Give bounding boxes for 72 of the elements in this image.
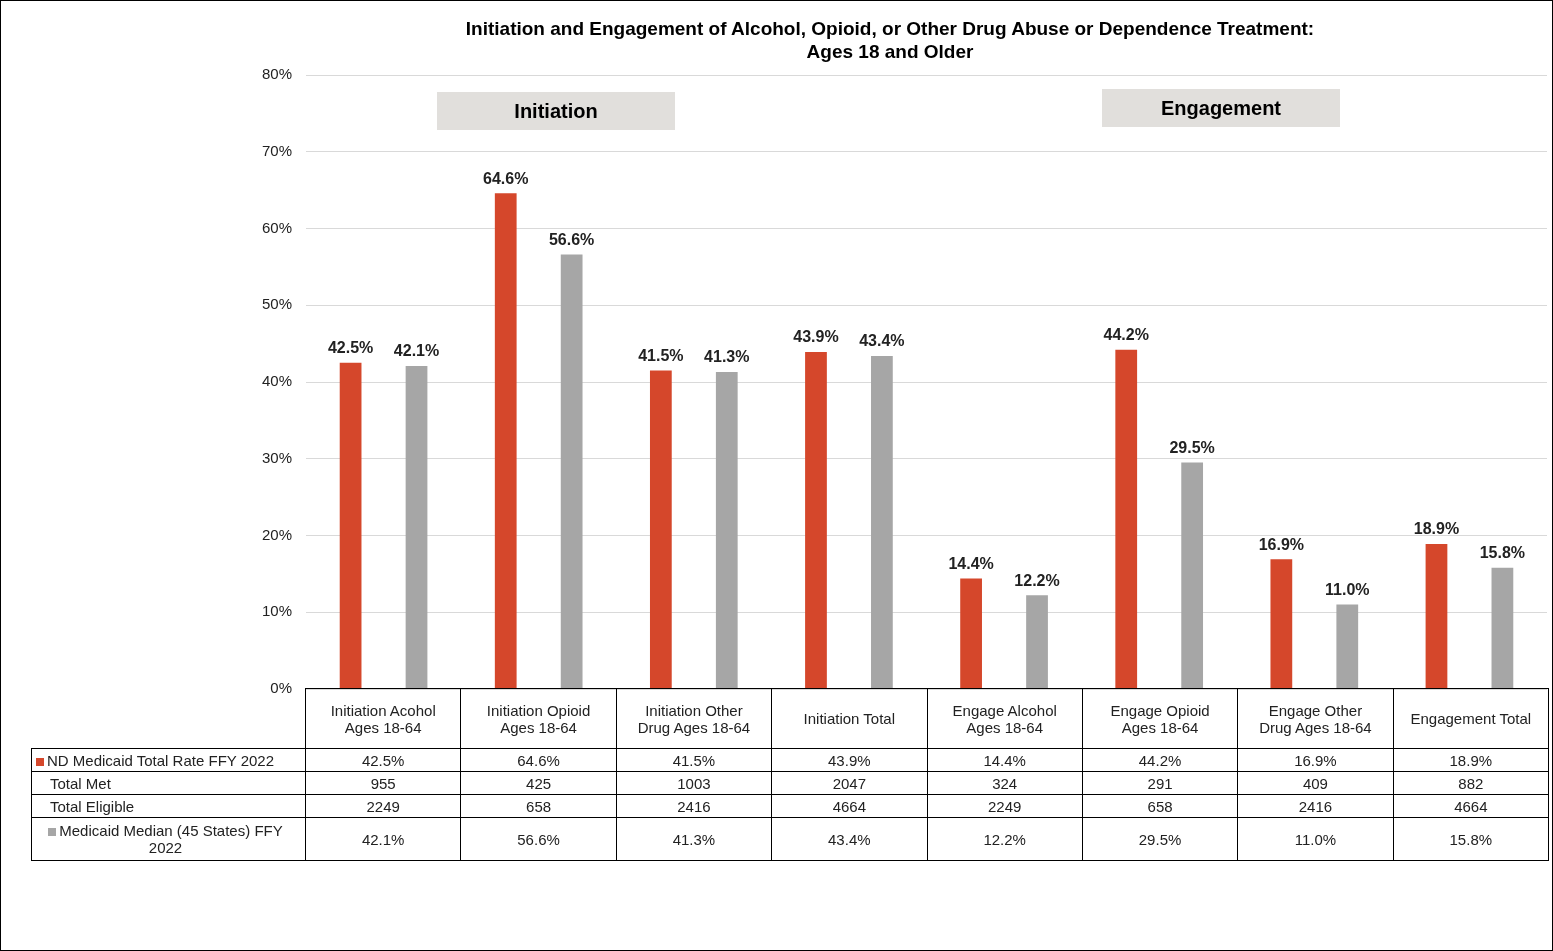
text: 2416 (1237, 794, 1394, 818)
legend-label: Medicaid Median (45 States) FFY 2022 (58, 821, 284, 858)
header-box: Initiation (437, 92, 675, 130)
text: 64.6% (483, 169, 529, 187)
text: 658 (460, 794, 617, 818)
data-label: 56.6% (460, 817, 617, 861)
x-tick-label: Engagement Total (1393, 688, 1549, 749)
y-tick-label: 70% (261, 141, 292, 159)
text: 882 (1393, 771, 1549, 795)
data-label: 18.9% (1393, 748, 1549, 772)
data-label: 41.3% (616, 817, 772, 861)
text: 18.9% (1413, 520, 1460, 538)
text: 16.9% (1258, 535, 1305, 553)
y-tick-label: 40% (261, 372, 292, 390)
data-label: 42.1% (305, 817, 461, 861)
data-label: 11.0% (1237, 817, 1394, 861)
text: 42.1% (393, 342, 440, 360)
text: 955 (305, 771, 461, 795)
text: 43.4% (859, 332, 905, 350)
text: 2416 (616, 794, 772, 818)
y-tick-label: 30% (261, 448, 292, 466)
data-label: 42.5% (305, 748, 461, 772)
text: 409 (1237, 771, 1394, 795)
text: 29.5% (1169, 438, 1215, 456)
data-label: 16.9% (1237, 748, 1394, 772)
text: Total Eligible (49, 797, 135, 815)
text: 12.2% (1014, 571, 1060, 589)
data-label: 29.5% (1082, 817, 1238, 861)
data-label: 41.5% (616, 748, 772, 772)
y-tick-label: 60% (261, 218, 292, 236)
text: 44.2% (1103, 326, 1149, 344)
y-tick-label: 50% (261, 295, 292, 313)
x-tick-label: Initiation Acohol Ages 18-64 (305, 688, 461, 749)
text: 4664 (1393, 794, 1549, 818)
x-tick-label: Engage Opioid Ages 18-64 (1082, 688, 1238, 749)
text: 11.0% (1325, 580, 1370, 598)
data-label: 43.4% (771, 817, 927, 861)
y-tick-label: 10% (261, 602, 292, 620)
x-tick-label: Engage Other Drug Ages 18-64 (1237, 688, 1394, 749)
y-tick-label: 20% (261, 525, 292, 543)
data-label: 15.8% (1393, 817, 1549, 861)
x-tick-label: Initiation Opioid Ages 18-64 (460, 688, 617, 749)
data-label: 43.9% (771, 748, 927, 772)
data-label: 14.4% (927, 748, 1083, 772)
text: 4664 (771, 794, 927, 818)
text: 2249 (927, 794, 1083, 818)
text: 1003 (616, 771, 772, 795)
text: 56.6% (548, 231, 595, 248)
legend-label: ND Medicaid Total Rate FFY 2022 (46, 751, 275, 769)
text: 658 (1082, 794, 1238, 818)
text: 41.5% (638, 346, 684, 364)
header-box: Engagement (1102, 89, 1340, 127)
text: 41.3% (704, 348, 750, 366)
y-tick-label: 80% (261, 65, 292, 83)
text: 2249 (305, 794, 461, 818)
text: 2047 (771, 771, 927, 795)
data-label: 12.2% (927, 817, 1083, 861)
chart-title: Initiation and Engagement of Alcohol, Opioid, or Other Drug Abuse or Dependence Treatment: Ages 18 and Older (464, 17, 1316, 63)
text: 324 (927, 771, 1083, 795)
text: 425 (460, 771, 617, 795)
y-tick-label: 0% (270, 679, 292, 697)
data-label: 44.2% (1082, 748, 1238, 772)
text: 42.5% (327, 339, 374, 357)
x-tick-label: Initiation Total (771, 688, 927, 749)
data-label: 64.6% (460, 748, 617, 772)
text: 43.9% (793, 328, 839, 346)
text: 14.4% (948, 554, 994, 572)
text: 15.8% (1479, 544, 1526, 562)
x-tick-label: Engage Alcohol Ages 18-64 (927, 688, 1083, 749)
text: 291 (1082, 771, 1238, 795)
x-tick-label: Initiation Other Drug Ages 18-64 (616, 688, 772, 749)
text: Total Met (49, 774, 111, 792)
